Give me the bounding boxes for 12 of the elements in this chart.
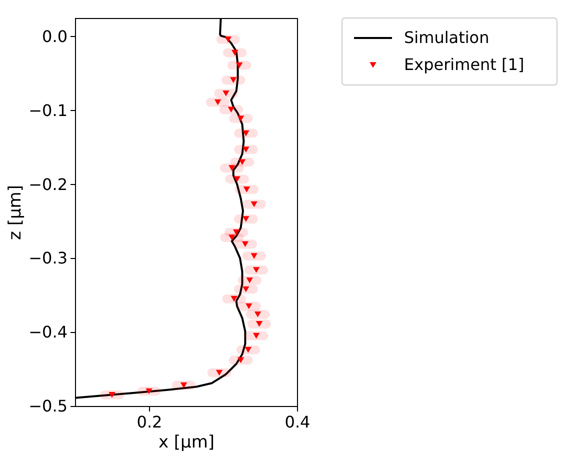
y-tick-label: −0.4 bbox=[28, 322, 68, 342]
y-axis-title: z [μm] bbox=[6, 185, 26, 240]
legend-label: Simulation bbox=[404, 28, 490, 47]
x-axis-title: x [μm] bbox=[158, 432, 215, 452]
y-tick-label: −0.5 bbox=[28, 396, 68, 416]
y-tick-label: −0.3 bbox=[28, 248, 68, 268]
y-tick-label: 0.0 bbox=[42, 26, 68, 46]
x-tick-label: 0.4 bbox=[284, 412, 310, 432]
y-tick-label: −0.1 bbox=[28, 100, 68, 120]
legend-label: Experiment [1] bbox=[404, 55, 524, 74]
y-tick-label: −0.2 bbox=[28, 174, 68, 194]
x-tick-label: 0.2 bbox=[136, 412, 162, 432]
